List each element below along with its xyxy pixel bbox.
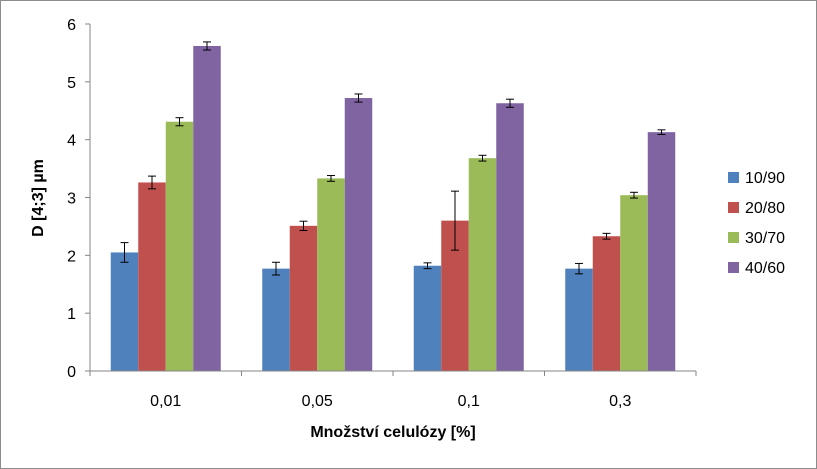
bars-group [110, 45, 676, 372]
y-axis-title: D [4;3] µm [30, 159, 47, 237]
bar [496, 103, 524, 372]
legend-label: 10/90 [745, 170, 785, 187]
bar [344, 98, 373, 371]
y-tick-label: 2 [67, 248, 76, 265]
x-tick-label: 0,05 [302, 393, 333, 410]
bar [138, 182, 166, 371]
legend-swatch [728, 232, 739, 243]
y-tick-label: 1 [67, 306, 76, 323]
bar [468, 158, 497, 371]
bar [165, 121, 194, 371]
x-axis-tick-labels: 0,01 0,05 0,1 0,3 [150, 393, 631, 410]
bar [647, 132, 676, 371]
bar [565, 268, 593, 371]
x-tick-label: 0,01 [150, 393, 181, 410]
legend-swatch [728, 262, 739, 273]
y-tick-label: 3 [67, 191, 76, 208]
y-axis-ticks [85, 23, 90, 372]
legend-label: 30/70 [745, 230, 785, 247]
y-tick-label: 6 [67, 17, 76, 34]
bar [413, 265, 442, 371]
legend-swatch [728, 172, 739, 183]
x-tick-label: 0,3 [609, 393, 631, 410]
error-bars-group [120, 41, 666, 276]
y-tick-label: 4 [67, 133, 76, 150]
x-axis-title: Množství celulózy [%] [310, 424, 475, 441]
bar [262, 268, 290, 371]
bar [289, 225, 318, 371]
bar [110, 252, 139, 371]
bar [317, 178, 345, 371]
bar [193, 45, 221, 372]
legend-label: 20/80 [745, 200, 785, 217]
y-axis-tick-labels: 0 1 2 3 4 5 6 [67, 17, 76, 381]
y-tick-label: 0 [67, 364, 76, 381]
x-axis-ticks [89, 371, 697, 376]
bar [620, 195, 648, 371]
bar [592, 236, 621, 371]
legend-swatch [728, 202, 739, 213]
legend: 10/90 20/80 30/70 40/60 [728, 170, 785, 277]
y-tick-label: 5 [67, 75, 76, 92]
legend-label: 40/60 [745, 260, 785, 277]
x-tick-label: 0,1 [458, 393, 480, 410]
